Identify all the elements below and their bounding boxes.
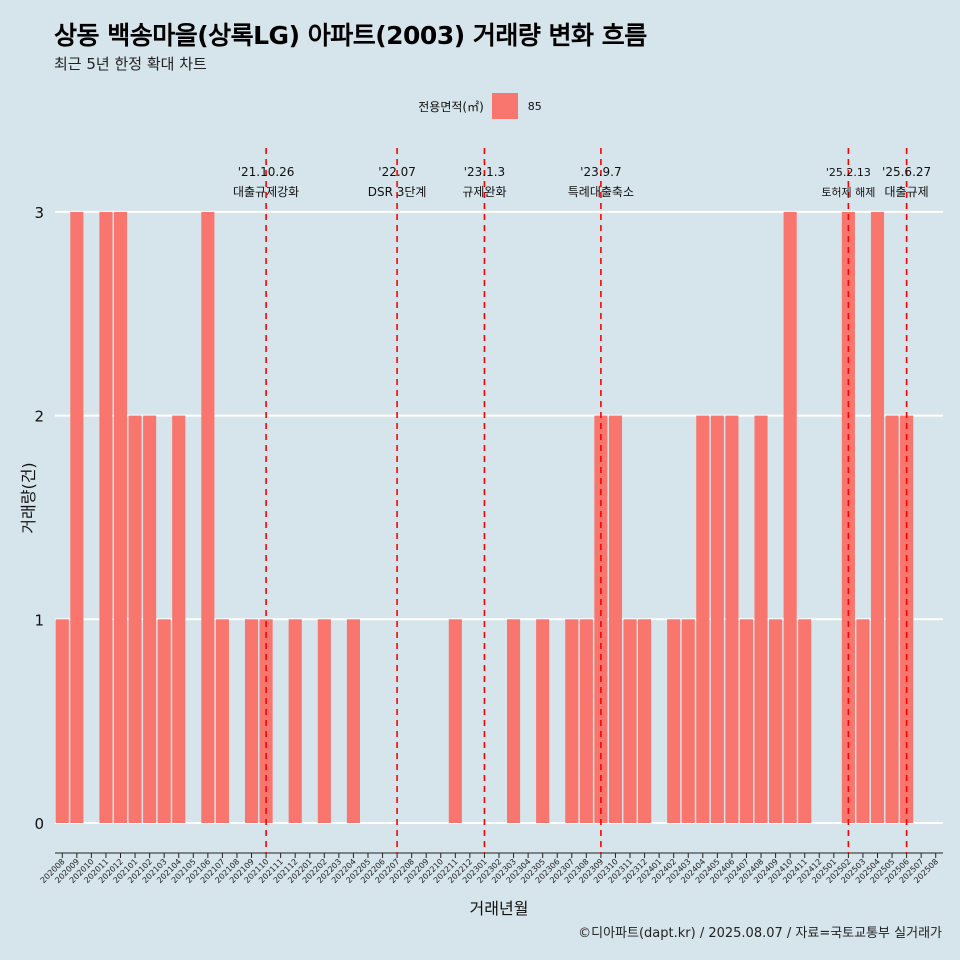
bar — [565, 619, 579, 823]
bar — [448, 619, 462, 823]
bar — [725, 415, 739, 823]
bar — [70, 211, 84, 823]
chart-subtitle: 최근 5년 한정 확대 차트 — [54, 55, 207, 73]
event-label: 토허제 해제 — [821, 185, 875, 199]
event-date: '25.2.13 — [826, 166, 871, 179]
event-label: 특례대출축소 — [568, 185, 634, 199]
bar — [623, 619, 637, 823]
legend-label: 85 — [527, 99, 542, 113]
y-axis-title: 거래량(건) — [19, 462, 38, 533]
event-label: 대출규제강화 — [233, 185, 299, 199]
bar — [856, 619, 870, 823]
event-date: '22.07 — [378, 165, 416, 179]
bar — [507, 619, 521, 823]
bar — [215, 619, 229, 823]
bar — [798, 619, 812, 823]
y-tick-label: 2 — [34, 408, 44, 426]
bar — [288, 619, 302, 823]
bar — [579, 619, 593, 823]
y-tick-label: 3 — [34, 204, 44, 222]
bar — [696, 415, 710, 823]
chart-title: 상동 백송마을(상록LG) 아파트(2003) 거래량 변화 흐름 — [54, 21, 647, 50]
bar — [536, 619, 550, 823]
bar — [55, 619, 69, 823]
bar — [681, 619, 695, 823]
event-date: '23.9.7 — [580, 165, 621, 179]
bar — [346, 619, 360, 823]
bar — [870, 211, 885, 823]
bar — [244, 619, 259, 823]
event-label: 대출규제 — [885, 185, 929, 199]
event-date: '21.10.26 — [238, 165, 295, 179]
legend: 전용면적(㎡) 85 — [0, 93, 960, 119]
bar — [172, 415, 186, 823]
bar — [841, 211, 855, 823]
bar — [638, 619, 652, 823]
event-label: 규제완화 — [462, 185, 506, 199]
y-tick-label: 0 — [34, 815, 44, 833]
bar — [769, 619, 783, 823]
bar — [667, 619, 681, 823]
bar — [157, 619, 171, 823]
bar — [317, 619, 331, 823]
bar — [128, 415, 142, 823]
bar — [99, 211, 113, 823]
event-label: DSR 3단계 — [368, 185, 427, 199]
bar — [783, 211, 797, 823]
x-axis-title: 거래년월 — [470, 899, 529, 918]
bar — [113, 211, 128, 823]
event-date: '25.6.27 — [882, 165, 931, 179]
legend-swatch — [491, 93, 518, 119]
bar — [885, 415, 899, 823]
source-caption: ©디아파트(dapt.kr) / 2025.08.07 / 자료=국토교통부 실… — [578, 926, 942, 941]
event-date: '23.1.3 — [464, 165, 505, 179]
bar — [710, 415, 724, 823]
bar — [739, 619, 754, 823]
bar — [201, 211, 215, 823]
bar — [900, 415, 914, 823]
y-tick-label: 1 — [34, 611, 44, 629]
bar — [754, 415, 768, 823]
bar — [608, 415, 623, 823]
legend-title: 전용면적(㎡) — [418, 99, 484, 114]
bar — [594, 415, 608, 823]
bar — [143, 415, 157, 823]
